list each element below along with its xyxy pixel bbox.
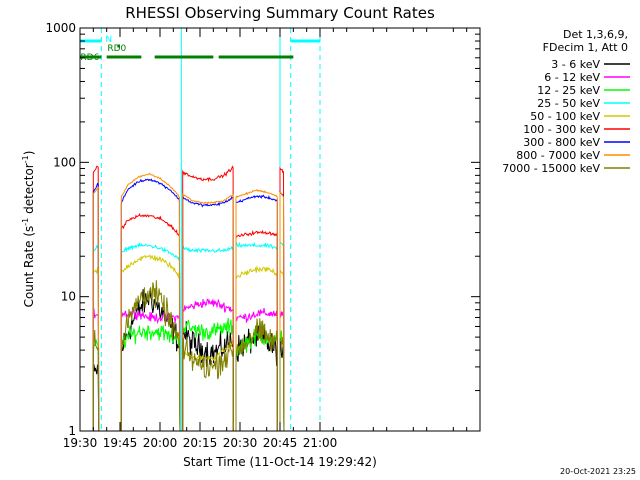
y-axis-label-sup2: -1 xyxy=(21,155,30,163)
y-tick-label: 100 xyxy=(53,155,76,169)
legend-entry-6-12-kev: 6 - 12 keV xyxy=(544,71,600,84)
x-tick-label: 20:30 xyxy=(223,436,258,450)
axis-layer: 1 10 100 1000 19:30 19:45 20:00 20:15 20:30 20:45… xyxy=(45,21,480,450)
night-flag-label: N xyxy=(105,35,112,45)
x-tick-label: 20:45 xyxy=(263,436,298,450)
x-tick-label: 20:15 xyxy=(183,436,218,450)
y-axis-label: Count Rate (s-1 detector-1) xyxy=(21,151,36,308)
x-tick-label: 20:00 xyxy=(143,436,178,450)
legend-header-line-1: Det 1,3,6,9, xyxy=(563,28,628,41)
series-line-100-300-kev xyxy=(92,165,285,431)
x-tick-label: 19:30 xyxy=(63,436,98,450)
legend: Det 1,3,6,9, FDecim 1, Att 0 3 - 6 keV6 … xyxy=(502,28,630,175)
y-tick-label: 1000 xyxy=(45,21,76,35)
legend-entry-800-7000-kev: 800 - 7000 keV xyxy=(516,149,600,162)
legend-entry-3-6-kev: 3 - 6 keV xyxy=(551,58,600,71)
x-tick-label: 19:45 xyxy=(103,436,138,450)
y-axis-label-sup1: -1 xyxy=(21,218,30,226)
rd6-flag-label: RD6 xyxy=(80,53,99,63)
series-line-6-12-kev xyxy=(92,298,285,431)
data-layer xyxy=(92,165,285,431)
chart-title: RHESSI Observing Summary Count Rates xyxy=(125,4,435,22)
series-line-7000-15000-kev xyxy=(92,280,285,431)
legend-entry-50-100-kev: 50 - 100 keV xyxy=(530,110,600,123)
legend-header-line-2: FDecim 1, Att 0 xyxy=(543,41,628,54)
y-axis-label-main: Count Rate (s xyxy=(22,226,36,308)
legend-entry-25-50-kev: 25 - 50 keV xyxy=(537,97,600,110)
y-tick-label: 1 xyxy=(68,424,76,438)
series-line-800-7000-kev xyxy=(92,172,285,431)
legend-entry-12-25-kev: 12 - 25 keV xyxy=(537,84,600,97)
y-axis-label-end: ) xyxy=(22,151,36,156)
x-axis-label: Start Time (11-Oct-14 19:29:42) xyxy=(183,455,377,469)
y-axis-label-mid: detector xyxy=(22,163,36,218)
legend-entry-300-800-kev: 300 - 800 keV xyxy=(523,136,600,149)
generation-timestamp: 20-Oct-2021 23:25 xyxy=(560,467,636,476)
series-line-25-50-kev xyxy=(92,241,285,431)
rd0-flag-label: RD0 xyxy=(107,44,126,54)
legend-entry-7000-15000-kev: 7000 - 15000 keV xyxy=(502,162,600,175)
y-tick-label: 10 xyxy=(61,290,76,304)
series-line-300-800-kev xyxy=(92,178,285,431)
legend-entry-100-300-kev: 100 - 300 keV xyxy=(523,123,600,136)
x-tick-label: 21:00 xyxy=(303,436,338,450)
